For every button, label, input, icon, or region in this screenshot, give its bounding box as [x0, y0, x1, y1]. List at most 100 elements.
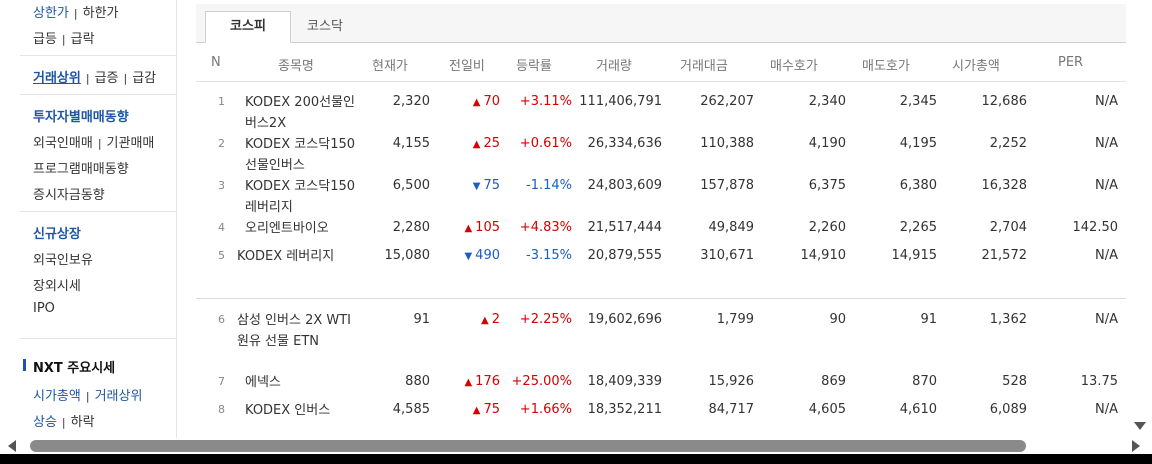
bid-price: 4,605 [808, 402, 846, 417]
sidebar-item-plunge[interactable]: 급락 [70, 32, 95, 47]
sidebar-item-funds-row: 증시자금동향 [33, 184, 105, 203]
header-change: 전일비 [449, 59, 485, 74]
change-value: ▲ 176 [432, 374, 500, 389]
scroll-left-icon[interactable] [8, 440, 16, 452]
tab-kosdaq[interactable]: 코스닥 [307, 19, 343, 34]
sidebar-group-trade: 외국인매매 | 기관매매 [33, 132, 154, 151]
sidebar-item-nxt-fall[interactable]: 하락 [70, 415, 95, 430]
sidebar-nxt-title[interactable]: NXT 주요시세 [33, 361, 116, 376]
trade-volume: 20,879,555 [587, 248, 662, 263]
bid-price: 2,340 [808, 94, 846, 109]
sidebar-sep: | [123, 72, 128, 85]
sidebar-item-foreign-holding[interactable]: 외국인보유 [33, 253, 93, 268]
bid-price: 2,260 [808, 220, 846, 235]
change-value: ▲ 2 [432, 312, 500, 327]
sidebar-item-program-row: 프로그램매매동향 [33, 158, 129, 177]
stock-name-link[interactable]: KODEX 코스닥150레버리지 [245, 179, 356, 215]
trade-volume: 24,803,609 [587, 178, 662, 193]
tab-kospi[interactable]: 코스피 [205, 11, 291, 43]
stock-name-link[interactable]: 오리엔트바이오 [245, 221, 329, 236]
vertical-scrollbar[interactable] [1128, 0, 1152, 438]
current-price: 91 [413, 312, 430, 327]
nxt-bar-marker [23, 359, 26, 371]
sidebar-item-volume-drop[interactable]: 급감 [132, 71, 157, 86]
sidebar-item-otc-row: 장외시세 [33, 275, 81, 294]
sidebar-item-new-listing[interactable]: 신규상장 [33, 227, 81, 242]
down-triangle-icon: ▼ [464, 251, 473, 262]
sidebar-item-nxt-cap[interactable]: 시가총액 [33, 389, 81, 404]
sidebar-group-nxt-rise: 상승 | 하락 [33, 411, 95, 430]
sidebar-group-volume: 거래상위 | 급증 | 급감 [33, 67, 156, 86]
stock-name-link[interactable]: 에넥스 [245, 375, 281, 390]
per-value: 13.75 [1080, 374, 1118, 389]
sidebar-item-nxt-rise[interactable]: 상승 [33, 415, 57, 430]
trade-volume: 21,517,444 [587, 220, 662, 235]
change-amount: 25 [483, 136, 500, 151]
header-cap: 시가총액 [952, 59, 1000, 74]
sidebar-item-top-volume[interactable]: 거래상위 [33, 71, 81, 86]
ask-price: 6,380 [899, 178, 937, 193]
current-price: 4,155 [392, 136, 430, 151]
scrollbar-thumb[interactable] [30, 440, 1026, 452]
sidebar-item-institution-trade[interactable]: 기관매매 [106, 136, 155, 151]
sidebar-item-upper-limit[interactable]: 상한가 [33, 6, 69, 21]
change-amount: 2 [491, 312, 500, 327]
trade-amount: 49,849 [708, 220, 755, 235]
ask-price: 4,610 [899, 402, 937, 417]
change-value: ▼ 490 [432, 248, 500, 263]
sidebar-item-surge[interactable]: 급등 [33, 32, 57, 47]
trade-volume: 18,409,339 [587, 374, 662, 389]
sidebar-sep: | [73, 7, 78, 20]
bid-price: 14,910 [800, 248, 847, 263]
sidebar-item-new-listing-row: 신규상장 [33, 223, 81, 242]
per-value: N/A [1095, 94, 1118, 109]
sidebar-item-market-funds[interactable]: 증시자금동향 [33, 188, 105, 203]
scroll-down-icon[interactable] [1134, 422, 1146, 430]
current-price: 880 [405, 374, 430, 389]
sidebar-nxt-title-row: NXT 주요시세 [33, 357, 115, 376]
down-triangle-icon: ▼ [472, 181, 481, 192]
change-amount: 70 [483, 94, 500, 109]
row-index: 4 [218, 221, 225, 234]
current-price: 4,585 [392, 402, 430, 417]
market-cap: 16,328 [981, 178, 1028, 193]
stock-name-link[interactable]: KODEX 코스닥150선물인버스 [245, 137, 356, 173]
stock-name-link[interactable]: KODEX 인버스 [245, 403, 331, 418]
sidebar-divider [20, 338, 176, 339]
header-n: N [211, 55, 221, 70]
ask-price: 870 [912, 374, 937, 389]
header-volume: 거래량 [596, 59, 632, 74]
current-price: 2,320 [392, 94, 430, 109]
change-amount: 75 [483, 178, 500, 193]
stock-name-link[interactable]: 삼성 인버스 2X WTI원유 선물 ETN [237, 313, 352, 349]
sidebar-item-otc[interactable]: 장외시세 [33, 279, 81, 294]
stock-name-link[interactable]: KODEX 200선물인버스2X [245, 95, 356, 131]
change-rate: +4.83% [519, 220, 572, 235]
sidebar-sep: | [97, 137, 102, 150]
main-content: 코스피 코스닥 N 종목명 현재가 전일비 등락률 거래량 거래대금 매수호가 … [196, 0, 1126, 438]
sidebar-item-volume-surge[interactable]: 급증 [94, 71, 119, 86]
stock-name-link[interactable]: KODEX 레버리지 [237, 249, 335, 264]
scroll-right-icon[interactable] [1132, 440, 1140, 452]
sidebar-item-nxt-volume[interactable]: 거래상위 [94, 389, 143, 404]
change-value: ▲ 105 [432, 220, 500, 235]
sidebar-item-foreign-trade[interactable]: 외국인매매 [33, 136, 93, 151]
market-cap: 12,686 [981, 94, 1028, 109]
sidebar-sep: | [61, 416, 66, 429]
sidebar-item-program-trade[interactable]: 프로그램매매동향 [33, 162, 129, 177]
trade-amount: 84,717 [708, 402, 755, 417]
change-value: ▼ 75 [432, 178, 500, 193]
sidebar-item-investor-trend[interactable]: 투자자별매매동향 [33, 110, 129, 125]
current-price: 2,280 [392, 220, 430, 235]
sidebar-item-lower-limit[interactable]: 하한가 [82, 6, 119, 21]
per-value: N/A [1095, 178, 1118, 193]
change-rate: +0.61% [519, 136, 572, 151]
trade-volume: 19,602,696 [587, 312, 662, 327]
change-rate: +1.66% [519, 402, 572, 417]
header-price: 현재가 [372, 59, 408, 74]
sidebar-item-foreign-hold-row: 외국인보유 [33, 249, 93, 268]
header-rate: 등락률 [516, 59, 552, 74]
sidebar-item-ipo[interactable]: IPO [33, 301, 55, 316]
horizontal-scrollbar[interactable] [0, 438, 1152, 464]
up-triangle-icon: ▲ [481, 315, 489, 326]
